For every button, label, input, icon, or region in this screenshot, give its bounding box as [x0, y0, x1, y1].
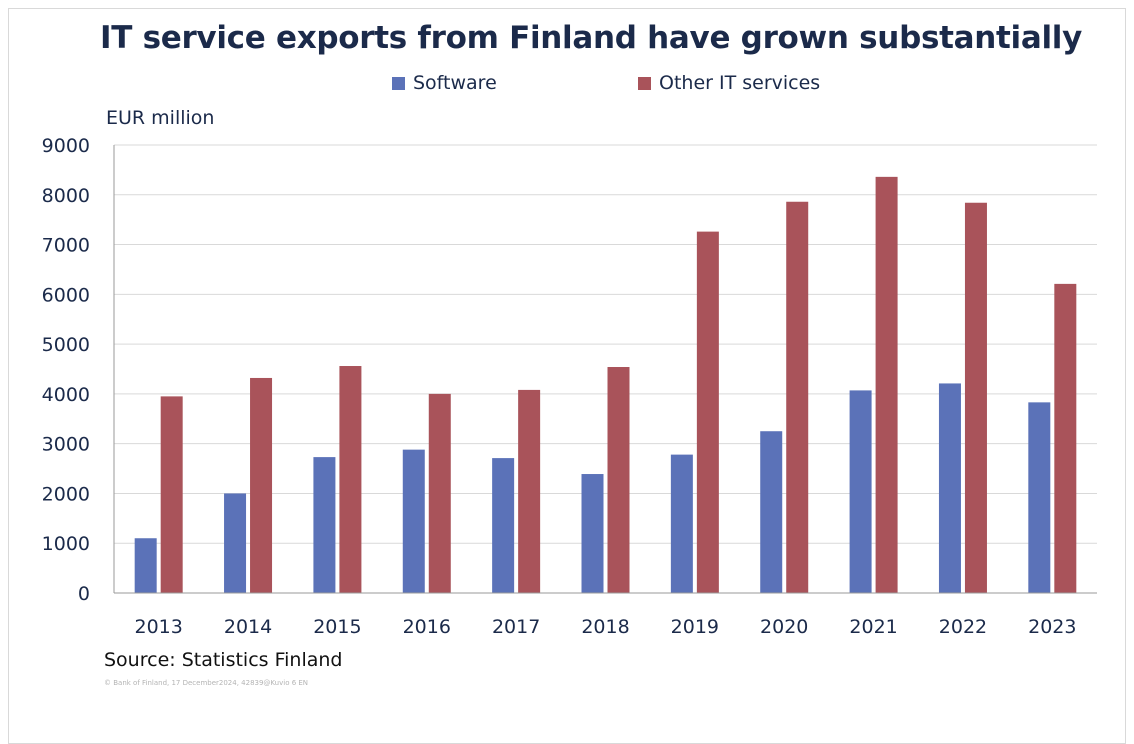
bar-other-it-services-2019: [696, 231, 719, 593]
bar-software-2023: [1028, 402, 1051, 593]
bar-other-it-services-2018: [607, 367, 630, 593]
x-tick-label-2019: 2019: [671, 616, 719, 638]
bar-other-it-services-2017: [518, 389, 541, 593]
y-axis-unit-label: EUR million: [106, 107, 215, 129]
bar-software-2013: [134, 538, 157, 593]
bar-other-it-services-2021: [875, 176, 898, 593]
bar-other-it-services-2013: [160, 396, 183, 593]
bar-software-2022: [938, 383, 961, 593]
bar-other-it-services-2020: [786, 201, 809, 593]
legend-item-other-it-services: Other IT services: [638, 72, 820, 94]
bar-other-it-services-2014: [250, 377, 273, 593]
x-tick-label-2014: 2014: [224, 616, 272, 638]
source-note: Source: Statistics Finland: [104, 649, 343, 671]
legend-label-other-it-services: Other IT services: [659, 72, 821, 94]
bar-software-2019: [670, 454, 693, 593]
bar-other-it-services-2016: [428, 393, 451, 593]
bar-software-2016: [402, 449, 425, 593]
bar-other-it-services-2022: [964, 202, 987, 593]
legend-swatch-software: [392, 76, 405, 90]
x-tick-label-2021: 2021: [849, 616, 897, 638]
chart-legend: Software Other IT services: [0, 72, 1134, 98]
credit-note: © Bank of Finland, 17 December2024, 4283…: [104, 679, 309, 687]
x-tick-label-2016: 2016: [403, 616, 451, 638]
chart-frame: [8, 8, 1126, 744]
bar-software-2018: [581, 474, 604, 593]
y-tick-label-1000: 1000: [42, 533, 90, 555]
bar-other-it-services-2023: [1054, 283, 1077, 593]
y-tick-label-6000: 6000: [42, 284, 90, 306]
y-tick-label-9000: 9000: [42, 135, 90, 157]
y-tick-label-5000: 5000: [42, 334, 90, 356]
bar-software-2015: [313, 457, 336, 593]
legend-label-software: Software: [413, 72, 497, 94]
chart-title: IT service exports from Finland have gro…: [100, 20, 1083, 56]
y-tick-label-2000: 2000: [42, 483, 90, 505]
x-tick-label-2015: 2015: [313, 616, 361, 638]
bar-software-2021: [849, 390, 872, 593]
x-tick-label-2017: 2017: [492, 616, 540, 638]
y-tick-label-4000: 4000: [42, 384, 90, 406]
y-tick-label-3000: 3000: [42, 434, 90, 456]
x-tick-label-2020: 2020: [760, 616, 808, 638]
y-tick-label-8000: 8000: [42, 185, 90, 207]
x-tick-label-2022: 2022: [939, 616, 987, 638]
bar-other-it-services-2015: [339, 366, 362, 593]
y-tick-label-0: 0: [78, 583, 90, 605]
x-tick-label-2013: 2013: [135, 616, 183, 638]
x-tick-label-2023: 2023: [1028, 616, 1076, 638]
bar-software-2014: [224, 493, 247, 593]
y-tick-label-7000: 7000: [42, 235, 90, 257]
bar-software-2020: [760, 431, 783, 593]
legend-item-software: Software: [392, 72, 497, 94]
x-tick-label-2018: 2018: [581, 616, 629, 638]
bar-software-2017: [492, 458, 515, 593]
legend-swatch-other-it-services: [638, 76, 651, 90]
